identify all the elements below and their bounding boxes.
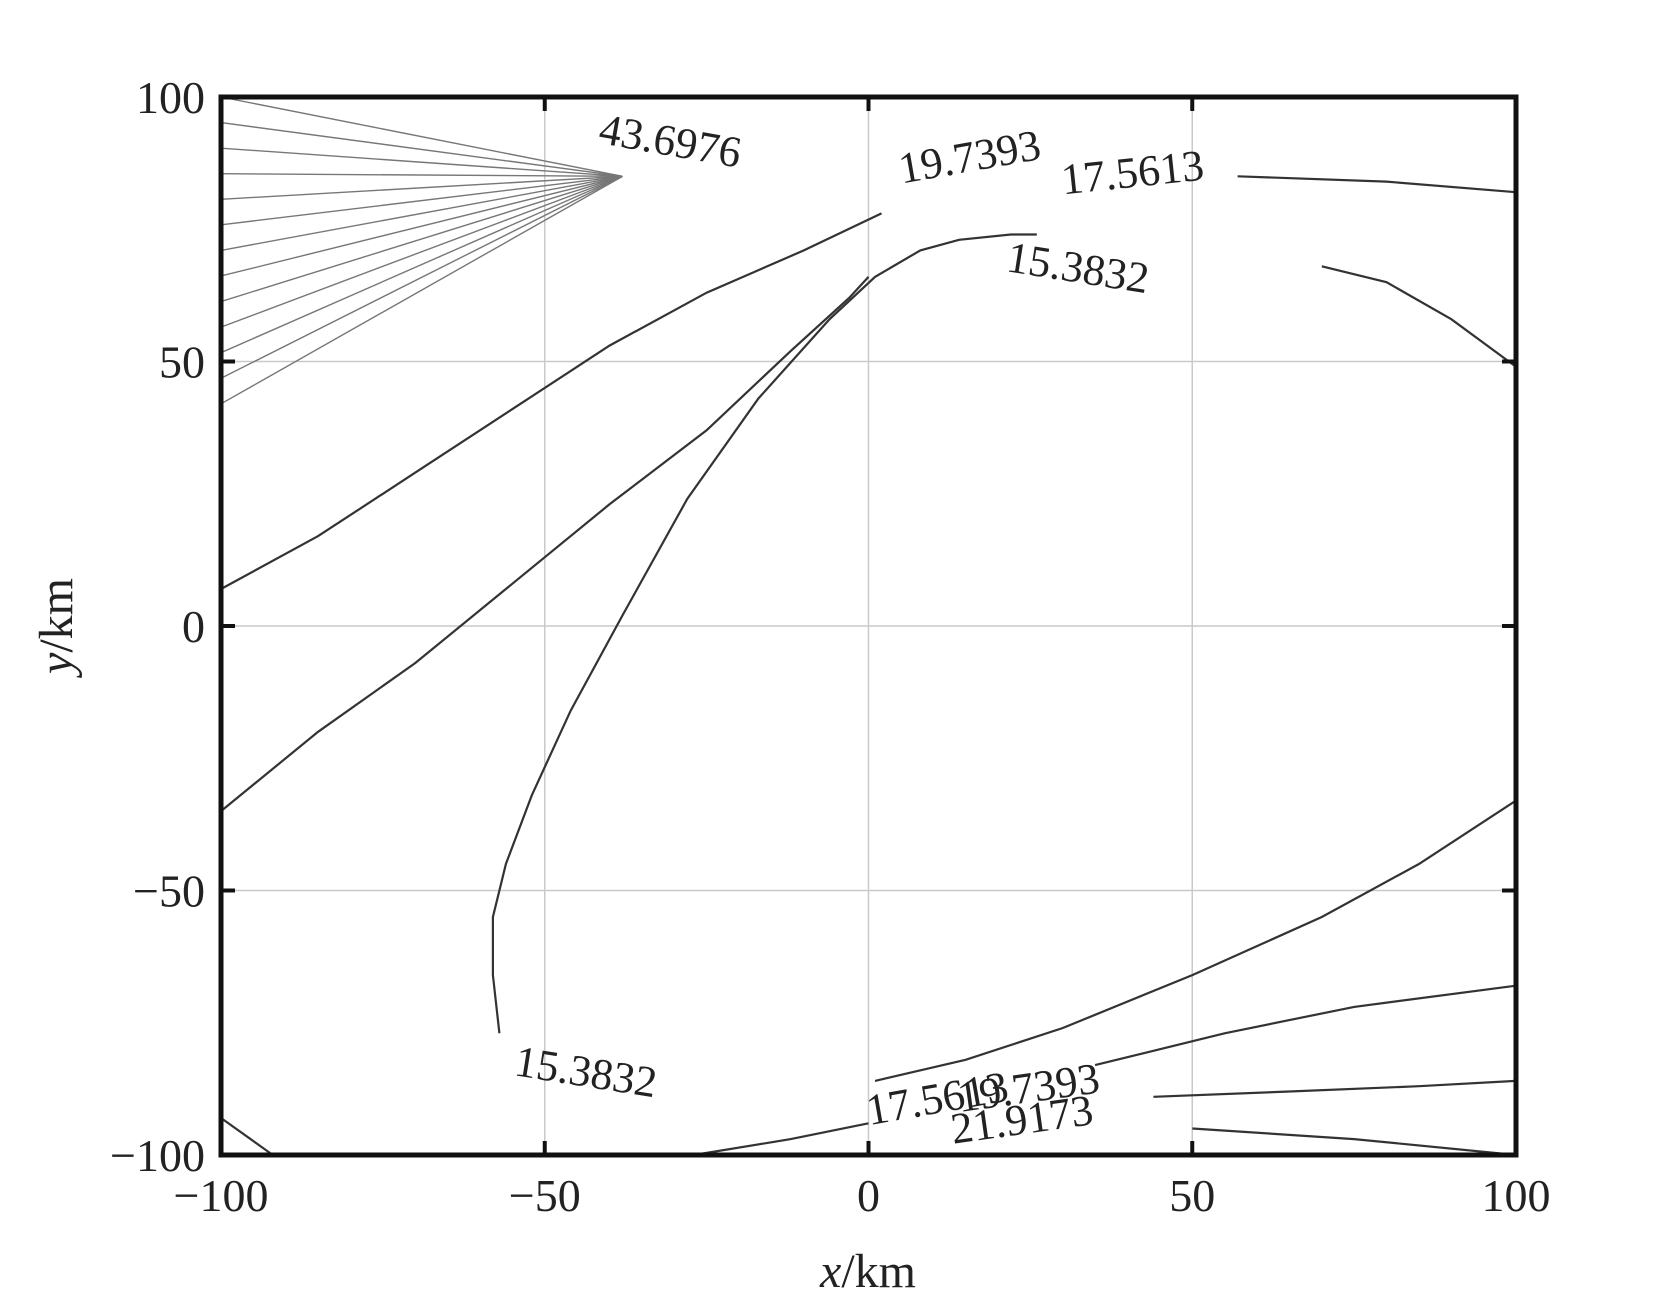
fan-contour-line <box>220 175 623 354</box>
y-tick-labels: −100 −50 0 50 100 <box>110 72 205 1181</box>
x-tick-label: −50 <box>509 1170 581 1221</box>
y-tick-label: −100 <box>110 1130 205 1181</box>
fan-contour-line <box>220 121 623 178</box>
y-tick-label: 100 <box>136 72 205 123</box>
axis-ticks <box>219 95 1518 1157</box>
contour-level-label: 43.6976 <box>596 104 745 177</box>
x-tick-label: 0 <box>857 1170 880 1221</box>
y-axis-var: y <box>30 652 83 679</box>
contour-line <box>220 276 870 812</box>
contour-level-label: 15.3832 <box>511 1037 660 1108</box>
y-axis-label: y/km <box>30 578 83 679</box>
contour-lines <box>220 175 1517 1157</box>
contour-line <box>1153 1079 1517 1098</box>
contour-line <box>1237 175 1517 194</box>
contour-level-label: 17.5613 <box>1059 141 1206 205</box>
y-tick-label: 0 <box>182 601 205 652</box>
contour-line <box>1321 265 1517 368</box>
x-tick-label: −100 <box>174 1170 269 1221</box>
fan-contour-line <box>220 175 623 303</box>
grid-lines <box>221 97 1516 1155</box>
contour-line <box>220 1117 274 1156</box>
fan-contour-line <box>220 175 623 252</box>
x-tick-label: 100 <box>1482 1170 1551 1221</box>
fan-contour-line <box>220 175 623 379</box>
contour-line <box>1192 1127 1517 1157</box>
fan-contour-line <box>220 147 623 178</box>
contour-line <box>220 212 882 590</box>
contour-line <box>1094 984 1517 1067</box>
x-axis-label: x/km <box>819 1245 916 1298</box>
fan-contour-line <box>220 175 623 328</box>
contour-line <box>874 799 1517 1082</box>
contour-line <box>693 1122 869 1157</box>
contour-line <box>491 233 1037 1034</box>
fan-contour-line <box>220 175 623 405</box>
x-axis-unit: /km <box>841 1245 916 1298</box>
y-tick-label: 50 <box>159 337 205 388</box>
dense-contour-fan <box>220 96 623 405</box>
fan-contour-line <box>220 175 623 277</box>
x-tick-label: 50 <box>1169 1170 1215 1221</box>
x-axis-var: x <box>819 1245 841 1298</box>
y-tick-label: −50 <box>133 866 205 917</box>
fan-contour-line <box>220 175 623 226</box>
fan-contour-line <box>220 96 623 178</box>
contour-level-label: 15.3832 <box>1004 232 1153 303</box>
contour-level-label: 19.7393 <box>895 120 1044 193</box>
fan-contour-line <box>220 175 623 200</box>
x-tick-labels: −100 −50 0 50 100 <box>174 1170 1551 1221</box>
y-axis-unit: /km <box>30 578 83 653</box>
fan-contour-line <box>220 173 623 178</box>
